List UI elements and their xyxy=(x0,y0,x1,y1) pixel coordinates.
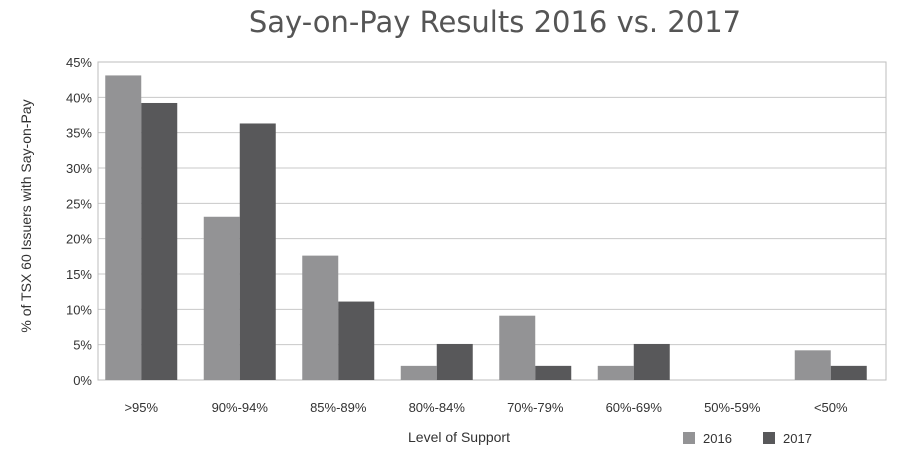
y-tick-label: 5% xyxy=(73,338,92,353)
plot-frame xyxy=(97,61,887,381)
bar-2016-3 xyxy=(400,365,437,380)
legend-swatch-2017 xyxy=(763,432,775,444)
legend-label: 2016 xyxy=(703,431,732,446)
chart-title: Say-on-Pay Results 2016 vs. 2017 xyxy=(249,5,741,39)
x-tick-label: 85%-89% xyxy=(310,400,367,415)
y-tick-label: 10% xyxy=(66,302,92,317)
bar-2017-3 xyxy=(436,343,473,380)
y-axis-ticks: 0% 5% 10% 15% 20% 25% 30% 35% 40% 45% xyxy=(66,55,92,388)
y-tick-label: 40% xyxy=(66,90,92,105)
legend-swatch-2016 xyxy=(683,432,695,444)
y-tick-label: 20% xyxy=(66,232,92,247)
x-tick-label: 70%-79% xyxy=(507,400,564,415)
x-tick-label: 80%-84% xyxy=(409,400,466,415)
bar-2017-0 xyxy=(141,102,178,380)
bar-2016-5 xyxy=(597,365,634,380)
bar-2017-7 xyxy=(830,365,867,380)
x-tick-label: 90%-94% xyxy=(212,400,269,415)
bar-2017-2 xyxy=(338,301,375,380)
x-axis-label: Level of Support xyxy=(408,429,510,445)
y-tick-label: 35% xyxy=(66,126,92,141)
x-tick-label: 50%-59% xyxy=(704,400,761,415)
legend: 2016 2017 xyxy=(683,431,812,446)
bars xyxy=(105,75,867,380)
bar-2016-7 xyxy=(794,350,831,380)
bar-2017-5 xyxy=(633,343,670,380)
bar-2017-4 xyxy=(535,365,572,380)
y-axis-label: % of TSX 60 Issuers with Say-on-Pay xyxy=(18,99,34,332)
y-tick-label: 25% xyxy=(66,196,92,211)
y-tick-label: 45% xyxy=(66,55,92,70)
bar-2016-4 xyxy=(499,315,536,380)
x-tick-label: 60%-69% xyxy=(606,400,663,415)
bar-2016-2 xyxy=(302,255,339,380)
bar-2016-0 xyxy=(105,75,142,380)
bar-2017-1 xyxy=(239,123,276,380)
y-tick-label: 30% xyxy=(66,161,92,176)
bar-2016-1 xyxy=(203,216,240,380)
x-tick-label: <50% xyxy=(814,400,848,415)
y-tick-label: 0% xyxy=(73,373,92,388)
y-tick-label: 15% xyxy=(66,267,92,282)
x-tick-label: >95% xyxy=(124,400,158,415)
legend-label: 2017 xyxy=(783,431,812,446)
x-axis-ticks: >95% 90%-94% 85%-89% 80%-84% 70%-79% 60%-69% 5… xyxy=(124,400,848,415)
